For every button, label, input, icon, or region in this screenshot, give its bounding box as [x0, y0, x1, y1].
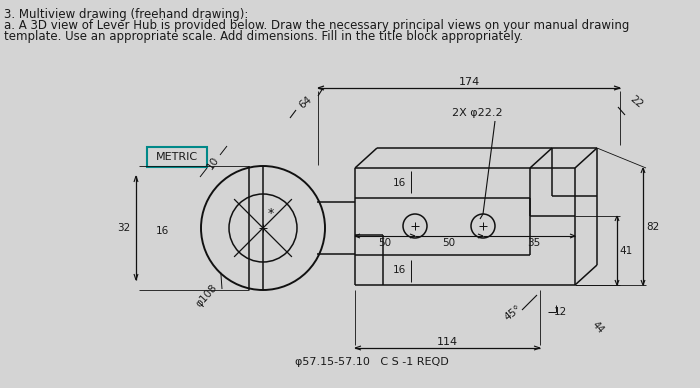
Text: 12: 12: [554, 307, 566, 317]
Text: 50: 50: [442, 238, 456, 248]
Text: 44: 44: [590, 320, 606, 336]
Text: 174: 174: [458, 77, 480, 87]
Text: 32: 32: [117, 223, 130, 233]
Text: 22: 22: [628, 94, 644, 110]
Text: 3. Multiview drawing (freehand drawing):: 3. Multiview drawing (freehand drawing):: [4, 8, 248, 21]
Text: 64: 64: [297, 94, 314, 110]
Text: METRIC: METRIC: [156, 152, 198, 162]
Text: 35: 35: [527, 238, 540, 248]
Text: 2X φ22.2: 2X φ22.2: [452, 108, 503, 118]
Text: 16: 16: [393, 265, 405, 275]
Text: φ108: φ108: [195, 283, 220, 309]
Text: 45°: 45°: [503, 303, 524, 323]
Text: 50: 50: [379, 238, 391, 248]
Text: 10: 10: [205, 155, 221, 171]
Text: 82: 82: [646, 222, 659, 232]
Text: 16: 16: [393, 178, 405, 188]
Text: 16: 16: [155, 226, 169, 236]
Text: 41: 41: [620, 246, 633, 256]
Text: 114: 114: [437, 337, 458, 347]
Text: a. A 3D view of Lever Hub is provided below. Draw the necessary principal views : a. A 3D view of Lever Hub is provided be…: [4, 19, 629, 32]
Text: template. Use an appropriate scale. Add dimensions. Fill in the title block appr: template. Use an appropriate scale. Add …: [4, 30, 523, 43]
Text: *: *: [268, 208, 274, 220]
Text: φ57.15-57.10   C S -1 REQD: φ57.15-57.10 C S -1 REQD: [295, 357, 449, 367]
